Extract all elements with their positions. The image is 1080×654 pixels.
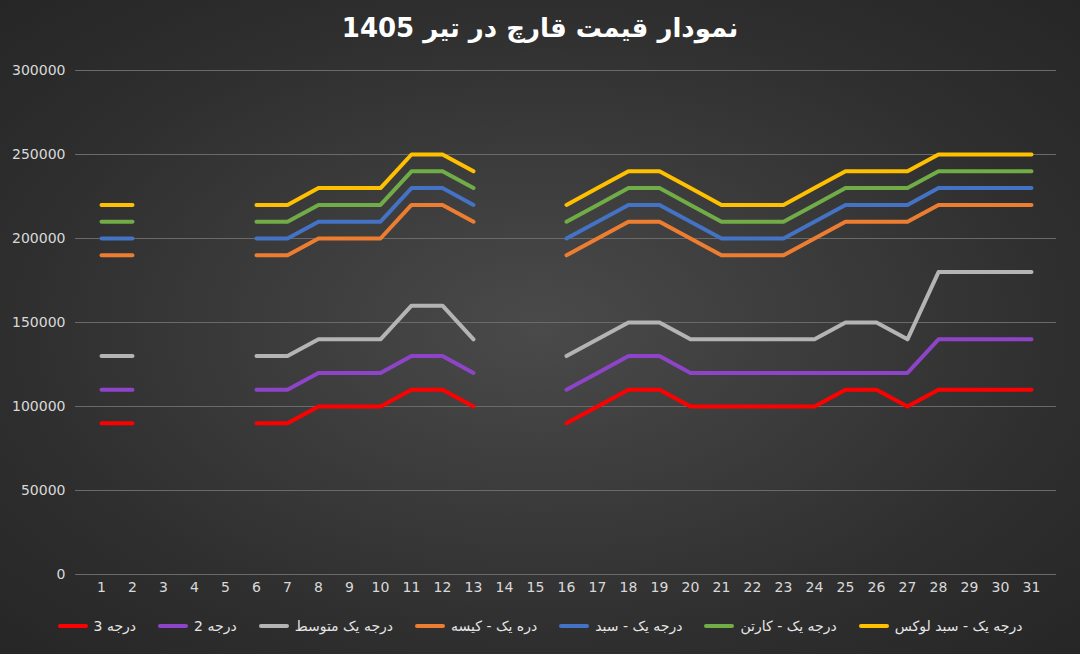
svg-text:22: 22 — [744, 579, 762, 595]
svg-text:9: 9 — [345, 579, 354, 595]
svg-text:150000: 150000 — [12, 314, 65, 330]
svg-text:17: 17 — [589, 579, 607, 595]
html-text:نمودار قیمت قارچ در تیر 1405: نمودار قیمت قارچ در تیر 1405 — [341, 13, 739, 43]
html-text:درجه 3: درجه 3 — [93, 618, 137, 634]
svg-text:1: 1 — [97, 579, 106, 595]
svg-text:10: 10 — [372, 579, 390, 595]
svg-text:26: 26 — [868, 579, 886, 595]
svg-text:30: 30 — [992, 579, 1010, 595]
svg-text:7: 7 — [283, 579, 292, 595]
svg-text:100000: 100000 — [12, 398, 65, 414]
svg-text:21: 21 — [713, 579, 731, 595]
html-text:درجه 2: درجه 2 — [194, 618, 237, 634]
svg-text:28: 28 — [930, 579, 948, 595]
svg-text:2: 2 — [128, 579, 137, 595]
svg-text:31: 31 — [1023, 579, 1041, 595]
html-text:درجه یک - سبد: درجه یک - سبد — [595, 618, 683, 634]
svg-text:0: 0 — [57, 566, 66, 582]
svg-text:300000: 300000 — [12, 62, 65, 78]
svg-text:23: 23 — [775, 579, 793, 595]
svg-text:13: 13 — [465, 579, 483, 595]
svg-text:14: 14 — [496, 579, 514, 595]
svg-text:25: 25 — [837, 579, 855, 595]
svg-text:250000: 250000 — [12, 146, 65, 162]
svg-text:12: 12 — [434, 579, 452, 595]
html-text:درجه یک متوسط: درجه یک متوسط — [294, 618, 394, 634]
html-text:درجه یک - سبد لوکس: درجه یک - سبد لوکس — [894, 618, 1023, 634]
svg-text:27: 27 — [899, 579, 917, 595]
svg-text:8: 8 — [314, 579, 323, 595]
svg-text:50000: 50000 — [21, 482, 66, 498]
html-text:درجه یک - کارتن: درجه یک - کارتن — [740, 618, 837, 634]
svg-text:3: 3 — [159, 579, 168, 595]
svg-text:20: 20 — [682, 579, 700, 595]
svg-text:29: 29 — [961, 579, 979, 595]
svg-text:18: 18 — [620, 579, 638, 595]
svg-text:5: 5 — [221, 579, 230, 595]
svg-text:15: 15 — [527, 579, 545, 595]
svg-text:19: 19 — [651, 579, 669, 595]
svg-text:200000: 200000 — [12, 230, 65, 246]
svg-text:16: 16 — [558, 579, 576, 595]
svg-text:24: 24 — [806, 579, 824, 595]
svg-text:4: 4 — [190, 579, 199, 595]
html-text:دره یک - کیسه: دره یک - کیسه — [451, 618, 538, 634]
svg-text:11: 11 — [403, 579, 421, 595]
svg-text:6: 6 — [252, 579, 261, 595]
